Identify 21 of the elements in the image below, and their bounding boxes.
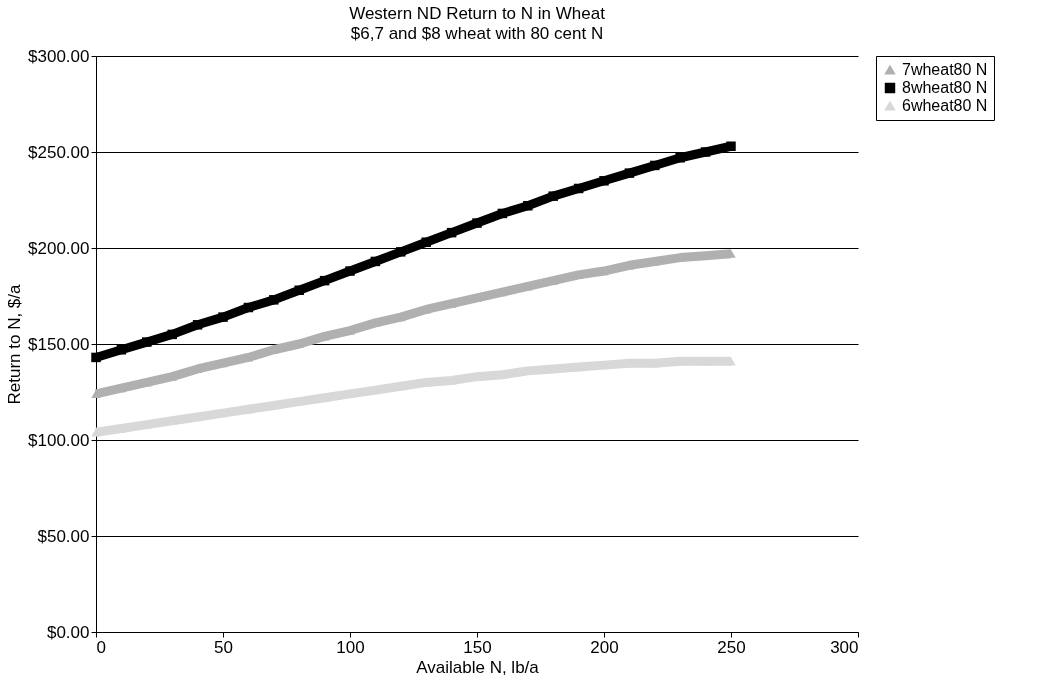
legend-label: 6wheat80 N: [902, 97, 988, 114]
y-tick-label: $250.00: [28, 142, 90, 162]
y-tick-label: $300.00: [28, 46, 90, 66]
chart-subtitle: $6,7 and $8 wheat with 80 cent N: [350, 24, 604, 43]
legend-label: 7wheat80 N: [902, 61, 988, 78]
x-tick-label: 200: [590, 637, 619, 657]
x-tick-label: 0: [96, 637, 106, 657]
y-tick-label: $200.00: [28, 238, 90, 258]
chart-title: Western ND Return to N in Wheat: [349, 4, 606, 23]
x-tick-label: 300: [830, 637, 859, 657]
legend-label: 8wheat80 N: [902, 79, 988, 96]
x-tick-label: 150: [463, 637, 492, 657]
y-tick-label: $100.00: [28, 430, 90, 450]
y-tick-label: $50.00: [37, 526, 90, 546]
x-axis-title: Available N, lb/a: [416, 657, 540, 677]
y-tick-label: $150.00: [28, 334, 90, 354]
x-tick-label: 250: [717, 637, 746, 657]
y-axis-title: Return to N, $/a: [5, 283, 25, 405]
x-tick-label: 50: [214, 637, 233, 657]
y-tick-label: $0.00: [46, 622, 90, 642]
x-tick-label: 100: [336, 637, 365, 657]
